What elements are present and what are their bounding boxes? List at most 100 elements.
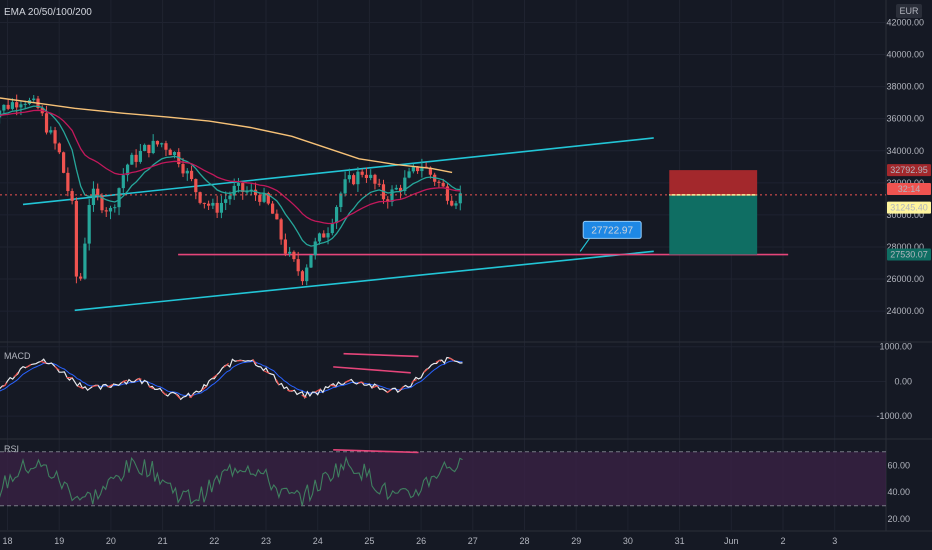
- y-tick-label: 40000.00: [886, 50, 924, 60]
- callout-box: [582, 220, 642, 239]
- drawings: 27722.97: [22, 137, 789, 454]
- channel-upper-line: [22, 137, 654, 206]
- candle-body: [104, 210, 108, 212]
- candle-body: [347, 175, 351, 180]
- candle-body: [416, 166, 420, 172]
- candle-body: [236, 183, 241, 186]
- candle-body: [172, 152, 177, 156]
- rsi-tick-label: 60.00: [887, 460, 910, 470]
- x-tick-label: 25: [364, 536, 374, 546]
- x-tick-label: 24: [313, 536, 323, 546]
- candle-body: [61, 152, 66, 173]
- macd-tick-label: -1000.00: [876, 411, 912, 421]
- countdown-badge: [887, 183, 931, 196]
- x-tick-label: 18: [2, 536, 12, 546]
- candle-body: [364, 174, 369, 178]
- candle-body: [6, 104, 10, 109]
- ema-20-line: [0, 105, 461, 247]
- candle-body: [185, 170, 189, 174]
- candle-body: [66, 172, 70, 192]
- candle-body: [194, 179, 198, 193]
- candle-body: [411, 166, 415, 172]
- candle-body: [215, 202, 219, 213]
- rsi-band: [0, 451, 886, 507]
- stop-loss-badge: [887, 164, 931, 177]
- candle-body: [23, 103, 27, 105]
- trade-position[interactable]: [0, 170, 886, 255]
- rsi-overbought-oversold-band: [0, 451, 886, 506]
- y-tick-label: 26000.00: [886, 274, 924, 284]
- target-value: 27530.07: [890, 250, 928, 260]
- candle-body: [266, 193, 270, 204]
- x-tick-label: 26: [416, 536, 426, 546]
- x-tick-label: 2: [780, 536, 785, 546]
- x-tick-label: 29: [571, 536, 581, 546]
- stop-loss-value: 32792.95: [890, 165, 928, 175]
- target-badge: [887, 248, 931, 261]
- candle-body: [428, 167, 433, 175]
- candle-body: [241, 183, 245, 193]
- candles: [0, 94, 462, 286]
- callout-value: 27722.97: [591, 225, 633, 236]
- candle-body: [151, 140, 155, 154]
- candle-body: [0, 110, 2, 118]
- macd-signal-line: [0, 360, 463, 397]
- candle-body: [70, 191, 74, 201]
- candle-body: [437, 181, 441, 183]
- candle-body: [117, 188, 121, 208]
- candle-body: [57, 143, 61, 153]
- candle-body: [441, 182, 445, 187]
- candle-body: [49, 130, 53, 133]
- candle-body: [330, 223, 334, 234]
- x-tick-label: 22: [209, 536, 219, 546]
- candle-body: [91, 188, 96, 206]
- candle-body: [10, 102, 15, 109]
- macd-tick-label: 1000.00: [879, 342, 912, 352]
- candle-body: [125, 164, 130, 176]
- x-tick-label: 23: [261, 536, 271, 546]
- candle-body: [96, 188, 100, 196]
- candle-body: [19, 104, 23, 108]
- candle-body: [232, 185, 236, 196]
- x-tick-label: 27: [468, 536, 478, 546]
- candle-body: [160, 143, 164, 145]
- candle-body: [121, 175, 125, 189]
- indicators: [0, 97, 463, 506]
- candle-body: [369, 174, 373, 178]
- channel-lower-line: [74, 250, 654, 312]
- candle-body: [317, 233, 322, 242]
- candle-body: [279, 219, 283, 240]
- candle-body: [189, 170, 194, 180]
- grid: [0, 0, 932, 532]
- x-tick-label: 19: [54, 536, 64, 546]
- candle-body: [143, 144, 147, 151]
- candle-body: [262, 193, 266, 202]
- y-tick-label: 24000.00: [886, 306, 924, 316]
- currency-badge[interactable]: [896, 4, 922, 18]
- candle-body: [454, 203, 458, 206]
- current-price-value: 31245.40: [890, 203, 928, 213]
- candle-body: [386, 199, 390, 202]
- candle-body: [53, 130, 57, 144]
- macd-line: [0, 356, 463, 401]
- candle-body: [207, 203, 211, 206]
- candle-body: [360, 171, 364, 175]
- current-price-badge: [887, 201, 931, 214]
- macd-divergence-line: [343, 352, 419, 358]
- candle-body: [270, 203, 275, 214]
- countdown-value: 32:14: [898, 184, 921, 194]
- axes: 18 19 20 21 22 23 24 25 26 27 28 29 30 31 Jun 2 324000.0…: [2, 17, 931, 546]
- candle-body: [292, 251, 296, 260]
- x-tick-label: 30: [623, 536, 633, 546]
- candle-body: [79, 276, 83, 279]
- candle-body: [326, 233, 330, 238]
- candle-body: [228, 195, 232, 200]
- candle-body: [181, 164, 185, 174]
- rsi-tick-label: 20.00: [887, 514, 910, 524]
- candle-body: [253, 189, 258, 196]
- y-tick-label: 34000.00: [886, 146, 924, 156]
- macd-label: MACD: [4, 351, 31, 361]
- macd-histogram-line: [0, 357, 461, 401]
- candle-body: [288, 251, 292, 254]
